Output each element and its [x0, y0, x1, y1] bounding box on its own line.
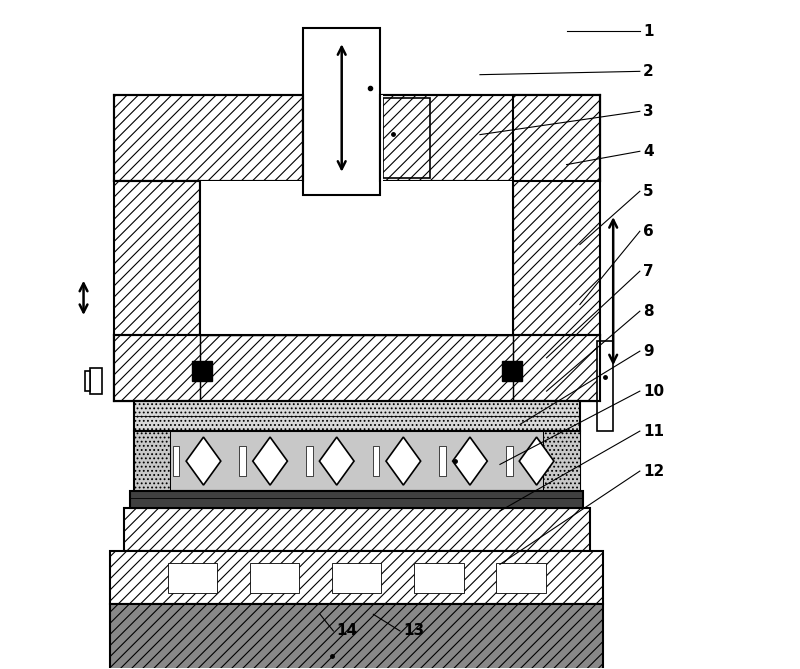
- Text: 5: 5: [643, 184, 654, 199]
- Bar: [110, 551, 603, 604]
- Text: 2: 2: [643, 64, 654, 79]
- Bar: [250, 563, 299, 593]
- Bar: [192, 361, 212, 381]
- Polygon shape: [453, 437, 487, 485]
- Text: 6: 6: [643, 223, 654, 239]
- Text: 14: 14: [337, 624, 358, 638]
- Bar: [173, 446, 179, 476]
- Bar: [597, 341, 613, 431]
- Bar: [134, 401, 580, 431]
- Bar: [332, 563, 382, 593]
- Text: 9: 9: [643, 344, 654, 359]
- Text: 3: 3: [643, 104, 654, 119]
- Text: 13: 13: [403, 624, 425, 638]
- Bar: [134, 431, 580, 491]
- Bar: [514, 94, 600, 401]
- Bar: [85, 371, 90, 391]
- Polygon shape: [386, 437, 421, 485]
- Polygon shape: [319, 437, 354, 485]
- Bar: [380, 94, 383, 181]
- Bar: [110, 604, 603, 669]
- Text: 1: 1: [643, 24, 654, 39]
- Bar: [168, 563, 217, 593]
- Text: 12: 12: [643, 464, 665, 478]
- Polygon shape: [186, 437, 221, 485]
- Bar: [303, 28, 380, 195]
- Polygon shape: [519, 437, 554, 485]
- Bar: [134, 431, 170, 491]
- Bar: [200, 181, 514, 334]
- Text: 11: 11: [643, 423, 664, 439]
- Bar: [130, 491, 583, 508]
- Bar: [383, 98, 430, 178]
- Bar: [239, 446, 246, 476]
- Bar: [114, 181, 200, 401]
- Bar: [90, 368, 102, 395]
- Bar: [502, 361, 522, 381]
- Bar: [306, 446, 313, 476]
- Bar: [380, 94, 600, 181]
- Bar: [200, 334, 514, 401]
- Bar: [496, 563, 546, 593]
- Bar: [506, 446, 513, 476]
- Bar: [439, 446, 446, 476]
- Text: 8: 8: [643, 304, 654, 318]
- Bar: [114, 334, 600, 401]
- Bar: [414, 563, 463, 593]
- Text: 7: 7: [643, 264, 654, 279]
- Bar: [200, 334, 514, 401]
- Bar: [114, 94, 303, 181]
- Bar: [123, 508, 590, 551]
- Bar: [543, 431, 580, 491]
- Bar: [373, 446, 379, 476]
- Polygon shape: [253, 437, 287, 485]
- Text: 10: 10: [643, 383, 664, 399]
- Text: 4: 4: [643, 144, 654, 159]
